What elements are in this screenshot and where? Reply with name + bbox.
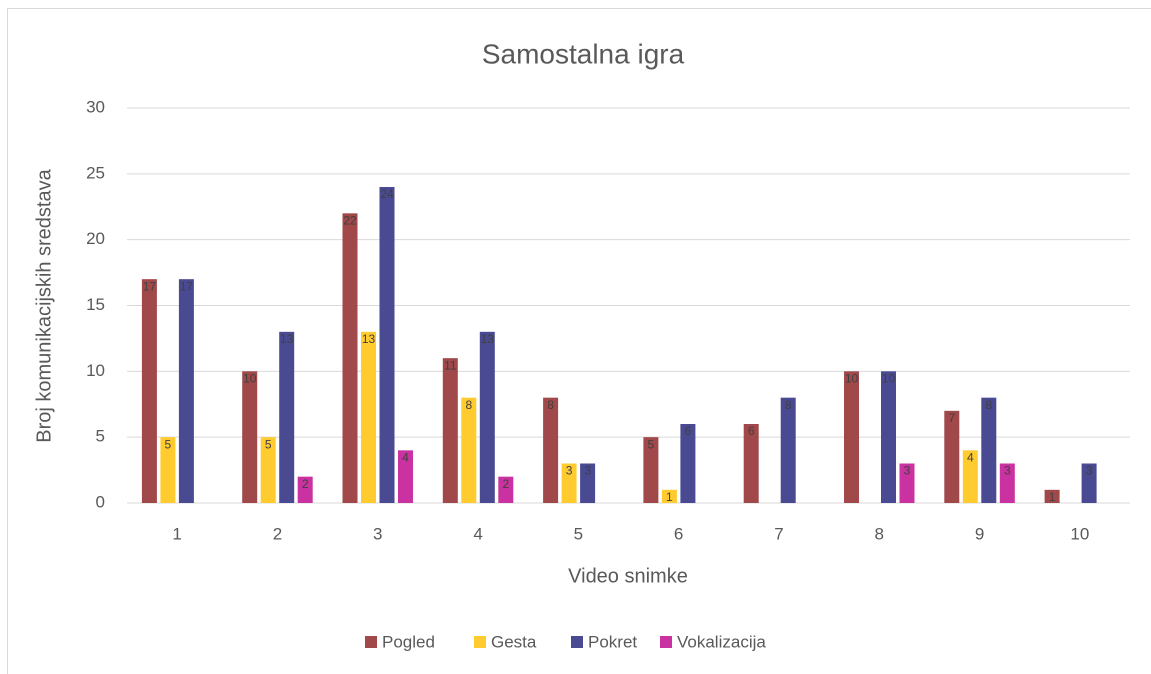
y-tick-label: 30 [86, 97, 105, 116]
data-label: 17 [180, 279, 194, 293]
x-tick-label: 8 [875, 524, 884, 543]
bar [242, 371, 258, 503]
y-tick-label: 5 [96, 427, 105, 446]
x-tick-label: 9 [975, 524, 984, 543]
bar [398, 450, 413, 503]
bar [999, 463, 1015, 503]
bar [160, 437, 176, 503]
x-tick-label: 7 [774, 524, 783, 543]
data-label: 6 [685, 424, 692, 438]
data-label: 11 [444, 358, 457, 372]
data-label: 5 [165, 437, 172, 451]
data-label: 24 [380, 187, 394, 201]
bar [680, 424, 696, 503]
y-tick-label: 0 [96, 492, 105, 511]
x-tick-label: 10 [1070, 524, 1089, 543]
data-label: 8 [985, 398, 992, 412]
data-label: 3 [1086, 464, 1093, 478]
data-label: 3 [584, 464, 591, 478]
bar [643, 437, 659, 503]
bar [780, 397, 796, 503]
legend-swatch [571, 636, 583, 648]
bar [661, 489, 677, 503]
data-label: 13 [280, 332, 294, 346]
y-axis-label: Broj komunikacijskih sredstava [33, 168, 55, 442]
x-tick-label: 1 [172, 524, 181, 543]
bar [342, 213, 358, 504]
bar [442, 358, 458, 503]
legend-label: Pogled [382, 632, 435, 651]
data-label: 5 [648, 437, 655, 451]
bar [498, 476, 514, 503]
bar [297, 476, 313, 503]
data-label: 7 [948, 411, 955, 425]
y-tick-label: 15 [86, 295, 105, 314]
chart-border [7, 8, 1151, 674]
bar [1044, 489, 1060, 503]
legend-swatch [474, 636, 486, 648]
x-axis-label: Video snimke [568, 565, 688, 587]
data-label: 13 [481, 332, 495, 346]
bar [981, 397, 997, 503]
bar [141, 279, 157, 503]
bar [561, 463, 577, 503]
chart-title: Samostalna igra [482, 38, 685, 69]
data-label: 22 [343, 214, 357, 228]
data-label: 4 [967, 451, 974, 465]
x-tick-label: 3 [373, 524, 382, 543]
data-label: 1 [666, 490, 673, 504]
data-label: 17 [143, 279, 157, 293]
data-label: 2 [302, 477, 309, 491]
y-tick-label: 10 [86, 361, 105, 380]
bar [279, 331, 295, 503]
data-label: 10 [882, 372, 896, 386]
bar [361, 331, 376, 503]
data-label: 8 [785, 398, 792, 412]
legend-label: Pokret [588, 632, 637, 651]
bar [962, 450, 978, 503]
legend-swatch [365, 636, 377, 648]
x-tick-label: 5 [574, 524, 583, 543]
data-label: 8 [547, 398, 554, 412]
bar [881, 371, 896, 503]
bar [543, 397, 559, 503]
bar [580, 463, 596, 503]
data-label: 4 [402, 451, 409, 465]
bar [899, 463, 915, 503]
data-label: 1 [1049, 490, 1056, 504]
bar [743, 424, 759, 503]
x-tick-label: 2 [273, 524, 282, 543]
bar [479, 331, 495, 503]
bar [1081, 463, 1097, 503]
legend-swatch [660, 636, 672, 648]
y-tick-label: 25 [86, 163, 105, 182]
data-label: 10 [845, 372, 859, 386]
data-label: 8 [465, 398, 472, 412]
bar [260, 437, 276, 503]
legend-label: Vokalizacija [677, 632, 766, 651]
bar [844, 371, 859, 503]
bar [178, 279, 194, 503]
data-label: 5 [265, 437, 272, 451]
data-label: 3 [1004, 464, 1011, 478]
data-label: 13 [362, 332, 376, 346]
y-tick-label: 20 [86, 229, 105, 248]
bar [944, 410, 960, 503]
bar [379, 187, 395, 503]
x-tick-label: 4 [473, 524, 482, 543]
data-label: 6 [748, 424, 755, 438]
data-label: 10 [243, 372, 257, 386]
legend-label: Gesta [491, 632, 537, 651]
data-label: 3 [904, 464, 911, 478]
bar [461, 397, 477, 503]
data-label: 3 [566, 464, 573, 478]
x-tick-label: 6 [674, 524, 683, 543]
data-label: 2 [502, 477, 509, 491]
